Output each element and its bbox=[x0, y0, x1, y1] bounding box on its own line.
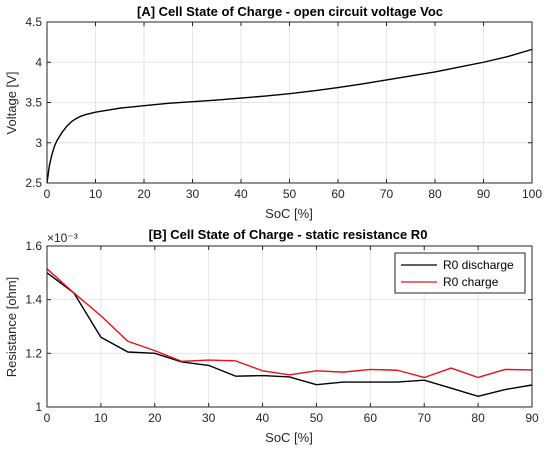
x-tick-label: 20 bbox=[148, 411, 162, 425]
x-tick-label: 90 bbox=[525, 411, 539, 425]
x-tick-label: 60 bbox=[364, 411, 378, 425]
chart-b-x-axis-label: SoC [%] bbox=[265, 430, 313, 445]
chart-b-y-exponent: ×10⁻³ bbox=[47, 231, 78, 245]
x-tick-label: 40 bbox=[234, 187, 248, 201]
legend-box bbox=[394, 252, 526, 294]
x-tick-label: 70 bbox=[380, 187, 394, 201]
x-tick-label: 50 bbox=[283, 187, 297, 201]
chart-b-y-ticks: 1 1.2 1.4 1.6 bbox=[25, 239, 532, 414]
x-tick-label: 30 bbox=[186, 187, 200, 201]
x-tick-label: 20 bbox=[137, 187, 151, 201]
x-tick-label: 100 bbox=[522, 187, 542, 201]
chart-b-series bbox=[46, 268, 533, 397]
y-tick-label: 1 bbox=[35, 400, 42, 414]
y-tick-label: 4.5 bbox=[25, 15, 42, 29]
chart-b-title: [B] Cell State of Charge - static resist… bbox=[149, 227, 428, 242]
chart-a-x-axis-label: SoC [%] bbox=[265, 206, 313, 221]
x-tick-label: 10 bbox=[94, 411, 108, 425]
chart-a-grid bbox=[46, 21, 533, 184]
y-tick-label: 1.6 bbox=[25, 239, 42, 253]
chart-b: [B] Cell State of Charge - static resist… bbox=[4, 227, 539, 445]
chart-b-legend: R0 discharge R0 charge bbox=[394, 252, 526, 294]
x-tick-label: 80 bbox=[471, 411, 485, 425]
y-tick-label: 1.2 bbox=[25, 346, 42, 360]
x-tick-label: 0 bbox=[44, 411, 51, 425]
chart-b-y-axis-label: Resistance [ohm] bbox=[4, 277, 19, 377]
series-line-r0-discharge bbox=[46, 272, 533, 397]
series-line-r0-charge bbox=[46, 268, 533, 379]
chart-b-x-ticks: 0 10 20 30 40 50 60 70 80 90 bbox=[44, 246, 539, 425]
chart-b-frame bbox=[46, 245, 533, 408]
y-tick-label: 4 bbox=[35, 55, 42, 69]
chart-a-x-ticks: 0 10 20 30 40 50 60 70 80 90 100 bbox=[44, 22, 542, 201]
y-tick-label: 2.5 bbox=[25, 176, 42, 190]
x-tick-label: 30 bbox=[202, 411, 216, 425]
x-tick-label: 50 bbox=[310, 411, 324, 425]
chart-a-series bbox=[46, 48, 533, 184]
x-tick-label: 80 bbox=[428, 187, 442, 201]
legend-label-r0-discharge: R0 discharge bbox=[443, 258, 514, 272]
x-tick-label: 10 bbox=[89, 187, 103, 201]
x-tick-label: 40 bbox=[256, 411, 270, 425]
chart-a-title: [A] Cell State of Charge - open circuit … bbox=[137, 4, 443, 19]
x-tick-label: 70 bbox=[418, 411, 432, 425]
y-tick-label: 3.5 bbox=[25, 96, 42, 110]
legend-label-r0-charge: R0 charge bbox=[443, 275, 499, 289]
series-line-0 bbox=[46, 48, 533, 184]
x-tick-label: 60 bbox=[331, 187, 345, 201]
x-tick-label: 90 bbox=[477, 187, 491, 201]
y-tick-label: 3 bbox=[35, 136, 42, 150]
chart-a-y-ticks: 2.5 3 3.5 4 4.5 bbox=[25, 15, 532, 190]
x-tick-label: 0 bbox=[44, 187, 51, 201]
chart-a: [A] Cell State of Charge - open circuit … bbox=[4, 4, 542, 221]
y-tick-label: 1.4 bbox=[25, 293, 42, 307]
chart-a-y-axis-label: Voltage [V] bbox=[4, 72, 19, 135]
